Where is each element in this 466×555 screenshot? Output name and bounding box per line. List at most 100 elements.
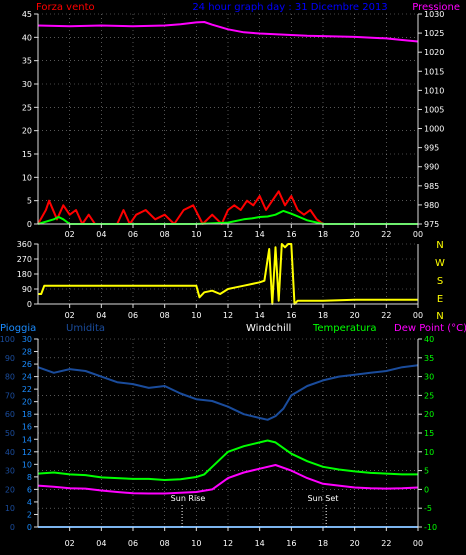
chart3-umidita-series-line bbox=[37, 364, 419, 421]
chart3-x-tick-label: 16 bbox=[286, 539, 296, 548]
chart3-rain-tick-label: 14 bbox=[22, 435, 32, 444]
chart2-left-tick-label: 270 bbox=[17, 255, 32, 264]
tick-labels-layer: 0510152025303540459759809859909951000100… bbox=[0, 10, 444, 548]
chart3-temperatura-series-line bbox=[37, 439, 418, 481]
chart1-forza-vento-series-line bbox=[37, 190, 418, 225]
chart3-rain-tick-label: 8 bbox=[27, 473, 32, 482]
chart3-humidity-tick-label: 50 bbox=[5, 429, 15, 438]
chart3-rain-tick-label: 30 bbox=[22, 335, 32, 344]
chart3-right-tick-label: 15 bbox=[424, 429, 434, 438]
chart3-right-tick-label: 5 bbox=[424, 467, 429, 476]
chart3-x-tick-label: 08 bbox=[160, 539, 170, 548]
rain-axis-label: Pioggia bbox=[0, 323, 36, 334]
chart3-rain-tick-label: 18 bbox=[22, 410, 32, 419]
humidity-axis-label: Umidita bbox=[66, 323, 105, 334]
pressure-axis-label: Pressione bbox=[412, 2, 460, 13]
chart1-x-tick-label: 00 bbox=[413, 230, 423, 239]
chart1-right-tick-label: 980 bbox=[424, 201, 439, 210]
chart2-x-tick-label: 18 bbox=[318, 311, 328, 320]
chart3-rain-tick-label: 2 bbox=[27, 510, 32, 519]
chart3-humidity-tick-label: 10 bbox=[5, 504, 15, 513]
chart1-left-tick-label: 45 bbox=[22, 10, 32, 19]
chart3-humidity-tick-label: 0 bbox=[10, 523, 15, 532]
chart2-x-tick-label: 02 bbox=[65, 311, 75, 320]
temperature-label: Temperatura bbox=[312, 323, 377, 334]
chart3-rain-tick-label: 26 bbox=[22, 360, 32, 369]
chart1-right-tick-label: 1020 bbox=[424, 48, 444, 57]
chart1-x-tick-label: 12 bbox=[223, 230, 233, 239]
chart3-humidity-tick-label: 100 bbox=[0, 335, 15, 344]
chart3-humidity-tick-label: 90 bbox=[5, 354, 15, 363]
chart3-rain-tick-label: 0 bbox=[27, 523, 32, 532]
chart3-rain-tick-label: 28 bbox=[22, 348, 32, 357]
chart3-x-tick-label: 10 bbox=[191, 539, 201, 548]
chart1-right-tick-label: 975 bbox=[424, 220, 439, 229]
series-layer bbox=[37, 21, 419, 528]
chart1-x-tick-label: 16 bbox=[286, 230, 296, 239]
chart1-x-tick-label: 22 bbox=[381, 230, 391, 239]
chart3-humidity-tick-label: 80 bbox=[5, 373, 15, 382]
chart3-right-tick-label: -5 bbox=[424, 504, 432, 513]
wind-axis-label: Forza vento bbox=[36, 2, 95, 13]
direction-label-w: W bbox=[435, 258, 445, 269]
chart1-x-tick-label: 18 bbox=[318, 230, 328, 239]
chart2-x-tick-label: 06 bbox=[128, 311, 138, 320]
chart1-x-tick-label: 10 bbox=[191, 230, 201, 239]
chart3-humidity-tick-label: 20 bbox=[5, 485, 15, 494]
chart3-rain-tick-label: 6 bbox=[27, 485, 32, 494]
chart2-left-tick-label: 360 bbox=[17, 240, 32, 249]
chart2-left-tick-label: 0 bbox=[27, 300, 32, 309]
chart3-x-tick-label: 18 bbox=[318, 539, 328, 548]
chart3-rain-tick-label: 20 bbox=[22, 398, 32, 407]
chart2-x-tick-label: 20 bbox=[350, 311, 360, 320]
chart2-x-tick-label: 00 bbox=[413, 311, 423, 320]
windchill-label: Windchill bbox=[246, 323, 291, 334]
dewpoint-label: Dew Point (°C) bbox=[394, 323, 466, 334]
chart3-dew-point-series-line bbox=[37, 464, 419, 495]
chart2-x-tick-label: 04 bbox=[96, 311, 106, 320]
chart1-right-tick-label: 1015 bbox=[424, 67, 444, 76]
axes-layer bbox=[34, 13, 422, 531]
chart2-left-tick-label: 90 bbox=[22, 285, 32, 294]
chart1-left-tick-label: 35 bbox=[22, 57, 32, 66]
grid-layer bbox=[37, 13, 419, 528]
direction-label-s: S bbox=[437, 276, 443, 287]
sunrise-annotation: Sun Rise bbox=[171, 494, 206, 503]
direction-label-n-top: N bbox=[436, 240, 443, 251]
chart1-x-tick-label: 02 bbox=[65, 230, 75, 239]
chart1-x-tick-label: 20 bbox=[350, 230, 360, 239]
chart1-x-tick-label: 08 bbox=[160, 230, 170, 239]
chart1-left-tick-label: 10 bbox=[22, 173, 32, 182]
chart1-right-tick-label: 1005 bbox=[424, 105, 444, 114]
chart3-right-tick-label: 10 bbox=[424, 448, 434, 457]
chart2-wind-direction-series-line bbox=[38, 243, 418, 305]
chart3-right-tick-label: 30 bbox=[424, 373, 434, 382]
chart1-left-tick-label: 5 bbox=[27, 197, 32, 206]
direction-label-n-bottom: N bbox=[436, 311, 443, 322]
chart3-x-tick-label: 20 bbox=[350, 539, 360, 548]
sunset-annotation: Sun Set bbox=[308, 494, 339, 503]
chart1-right-tick-label: 1025 bbox=[424, 29, 444, 38]
chart3-humidity-tick-label: 30 bbox=[5, 467, 15, 476]
chart3-right-tick-label: 35 bbox=[424, 354, 434, 363]
chart2-x-tick-label: 08 bbox=[160, 311, 170, 320]
chart3-x-tick-label: 06 bbox=[128, 539, 138, 548]
chart3-x-tick-label: 12 bbox=[223, 539, 233, 548]
chart3-humidity-tick-label: 70 bbox=[5, 391, 15, 400]
chart1-x-tick-label: 06 bbox=[128, 230, 138, 239]
chart1-pressione-series-line bbox=[37, 21, 419, 43]
chart3-right-tick-label: 40 bbox=[424, 335, 434, 344]
chart3-humidity-tick-label: 40 bbox=[5, 448, 15, 457]
chart3-right-tick-label: -10 bbox=[424, 523, 437, 532]
chart1-right-tick-label: 1030 bbox=[424, 10, 444, 19]
chart2-x-tick-label: 22 bbox=[381, 311, 391, 320]
chart1-left-tick-label: 40 bbox=[22, 33, 32, 42]
chart1-raffica-series-line bbox=[37, 209, 418, 225]
chart3-x-tick-label: 22 bbox=[381, 539, 391, 548]
chart3-rain-tick-label: 22 bbox=[22, 385, 32, 394]
chart2-x-tick-label: 12 bbox=[223, 311, 233, 320]
chart3-x-tick-label: 00 bbox=[413, 539, 423, 548]
chart3-rain-tick-label: 10 bbox=[22, 460, 32, 469]
chart1-left-tick-label: 20 bbox=[22, 127, 32, 136]
